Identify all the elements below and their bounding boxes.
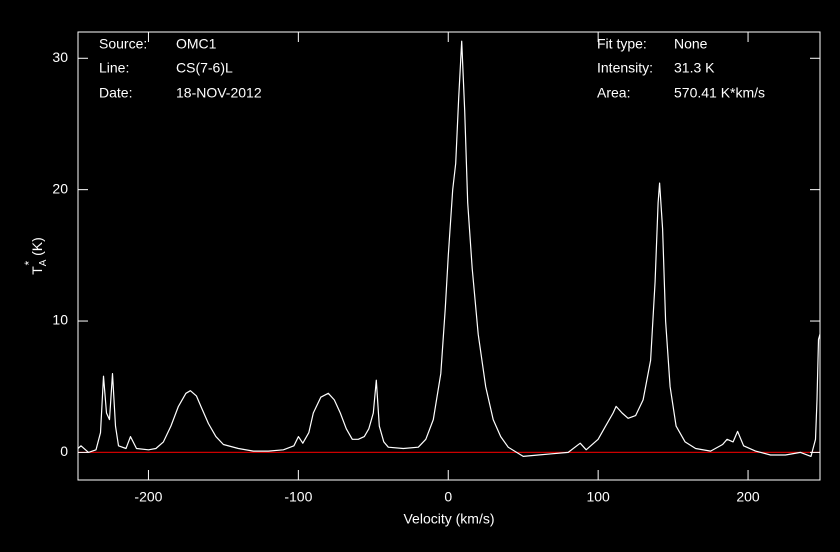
x-tick-label: -200 xyxy=(134,489,162,505)
x-tick-label: 200 xyxy=(736,489,760,505)
x-axis-label: Velocity (km/s) xyxy=(403,511,494,527)
annotation-value: CS(7-6)L xyxy=(176,60,233,76)
y-tick-label: 30 xyxy=(52,49,68,65)
x-tick-label: 100 xyxy=(586,489,610,505)
x-tick-label: -100 xyxy=(284,489,312,505)
annotation-value: 18-NOV-2012 xyxy=(176,85,262,101)
y-axis-label-part: * xyxy=(22,261,36,266)
y-axis-label-part: (K) xyxy=(29,237,45,256)
y-axis-label: TA* (K) xyxy=(22,237,48,275)
annotation-value: None xyxy=(674,36,708,52)
annotation-label: Date: xyxy=(99,85,132,101)
annotation-label: Source: xyxy=(99,36,147,52)
y-axis-label-part: A xyxy=(38,259,49,266)
annotation-value: 570.41 K*km/s xyxy=(674,85,765,101)
y-axis-label-part: T xyxy=(29,266,45,275)
y-tick-label: 20 xyxy=(52,180,68,196)
annotation-label: Line: xyxy=(99,60,129,76)
y-tick-label: 10 xyxy=(52,312,68,328)
annotation-label: Area: xyxy=(597,85,630,101)
x-tick-label: 0 xyxy=(444,489,452,505)
annotation-label: Fit type: xyxy=(597,36,647,52)
y-tick-label: 0 xyxy=(60,443,68,459)
plot-frame xyxy=(77,31,821,481)
annotation-label: Intensity: xyxy=(597,60,653,76)
annotation-value: 31.3 K xyxy=(674,60,715,76)
annotation-value: OMC1 xyxy=(176,36,217,52)
spectrum-line xyxy=(77,40,821,457)
